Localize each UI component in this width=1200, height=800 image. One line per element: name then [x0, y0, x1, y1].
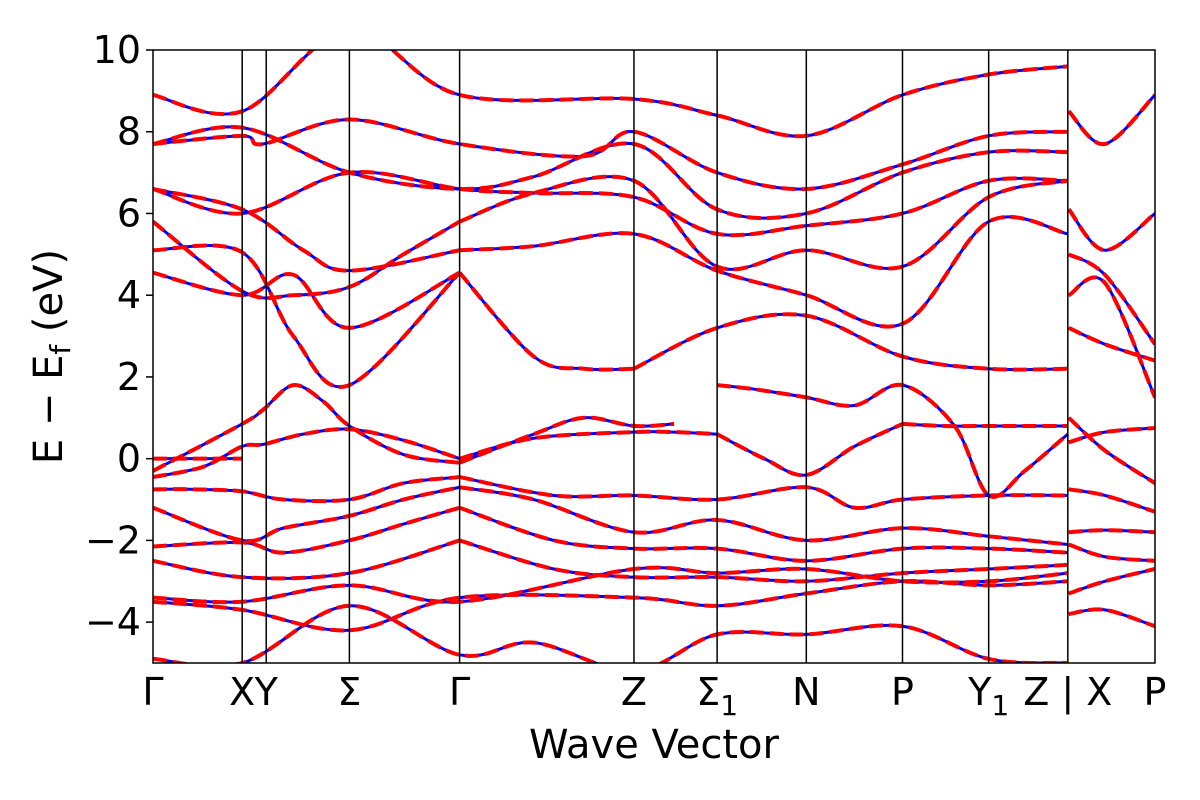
band-line-dashed-25 [1068, 607, 1155, 629]
y-axis-label-subscript: f [44, 344, 77, 355]
y-tick-label-5: 6 [117, 191, 141, 235]
x-tick-label-6: Σ1 [696, 670, 738, 722]
x-axis-label: Wave Vector [529, 722, 780, 768]
x-tick-label-4: Γ [449, 670, 470, 714]
x-tick-label-5: Z [621, 670, 647, 714]
band-line-dashed-10 [153, 475, 460, 504]
band-line-dashed-28 [458, 271, 634, 372]
x-tick-label-10: Z | X [1023, 670, 1112, 715]
kpoint-lines [241, 50, 1069, 663]
x-tick-label-9: Y1 [967, 670, 1009, 722]
band-line-dashed-39 [1067, 208, 1155, 253]
band-line-dashed-6 [1067, 416, 1155, 485]
y-axis-ticks: −4 −2 0 2 4 6 8 10 [85, 28, 153, 644]
x-tick-label-1: X [229, 670, 255, 714]
plot-frame [152, 49, 1156, 664]
x-axis-ticks: Γ X Y Σ Γ Z Σ1 N P Y1 Z | X P [142, 670, 1166, 722]
band-line-solid-28 [458, 271, 634, 372]
band-line-dashed-33 [458, 174, 1069, 272]
band-line-solid-14 [153, 506, 461, 555]
band-line-dashed-11 [459, 475, 1068, 511]
band-line-dashed-7 [716, 422, 904, 478]
band-line-dashed-15 [458, 505, 1068, 563]
band-line-dashed-30 [153, 219, 461, 301]
band-line-dashed-21 [1068, 487, 1155, 514]
band-line-dashed-37 [153, 50, 1069, 139]
y-tick-label-4: 4 [117, 273, 141, 317]
x-tick-label-11: P [1144, 670, 1167, 714]
band-line-solid-36 [153, 117, 1068, 191]
band-line-solid-27 [153, 243, 461, 389]
y-tick-label-6: 8 [117, 110, 141, 154]
band-line-dashed-19 [153, 579, 1068, 633]
band-line-dashed-20 [153, 603, 1068, 663]
band-line-dashed-9 [716, 382, 1070, 499]
band-line-solid-20 [153, 604, 1068, 663]
x-tick-label-2: Y [254, 670, 279, 714]
band-line-dashed-17 [459, 538, 1068, 584]
plot-area [153, 50, 1155, 663]
band-line-dashed-1 [153, 427, 461, 480]
y-tick-label-0: −4 [85, 600, 141, 644]
y-tick-label-2: 0 [117, 437, 141, 481]
band-line-dashed-14 [153, 505, 461, 555]
band-line-solid-40 [1067, 93, 1155, 146]
band-line-dashed-31 [153, 186, 460, 273]
band-line-dashed-8 [902, 421, 1068, 429]
band-line-solid-37 [153, 50, 1068, 138]
y-axis-label-unit-spacer [26, 332, 72, 345]
band-line-dashed-42 [1067, 326, 1155, 363]
x-tick-label-8: P [891, 670, 914, 714]
y-tick-label-1: −2 [85, 518, 141, 562]
band-line-dashed-4 [458, 415, 675, 465]
band-line-dashed-26 [153, 270, 461, 330]
x-tick-label-3: Σ [337, 670, 361, 714]
band-line-dashed-13 [459, 485, 1069, 547]
band-line-dashed-2 [459, 429, 718, 461]
x-tick-label-0: Γ [142, 670, 163, 714]
band-line-dashed-40 [1067, 93, 1155, 146]
band-line-dashed-27 [153, 243, 462, 389]
band-line-solid-38 [1068, 252, 1155, 346]
band-line-dashed-32 [459, 214, 1069, 329]
band-line-solid-26 [153, 271, 461, 330]
band-line-dashed-41 [1067, 275, 1155, 399]
band-line-dashed-23 [1068, 542, 1155, 563]
band-line-dashed-29 [633, 312, 1068, 372]
band-line-solid-41 [1068, 275, 1155, 398]
band-line-dashed-5 [1068, 426, 1155, 445]
band-line-dashed-12 [153, 485, 461, 544]
band-line-dashed-22 [1068, 528, 1155, 535]
band-line-solid-19 [153, 579, 1068, 632]
y-axis-label-main: E − E [26, 355, 72, 465]
band-line-solid-33 [459, 175, 1069, 271]
y-tick-label-3: 2 [117, 355, 141, 399]
band-line-solid-1 [153, 427, 461, 479]
band-line-dashed-38 [1067, 252, 1155, 346]
band-line-dashed-24 [1068, 567, 1155, 596]
y-axis-label-unit: (eV) [26, 249, 72, 332]
band-line-solid-29 [633, 312, 1068, 372]
band-line-dashed-34 [153, 169, 1068, 238]
band-line-dashed-16 [153, 538, 461, 581]
x-tick-label-7: N [792, 670, 820, 714]
y-tick-label-7: 10 [93, 28, 141, 72]
y-axis-label: E − Ef (eV) [26, 249, 77, 464]
